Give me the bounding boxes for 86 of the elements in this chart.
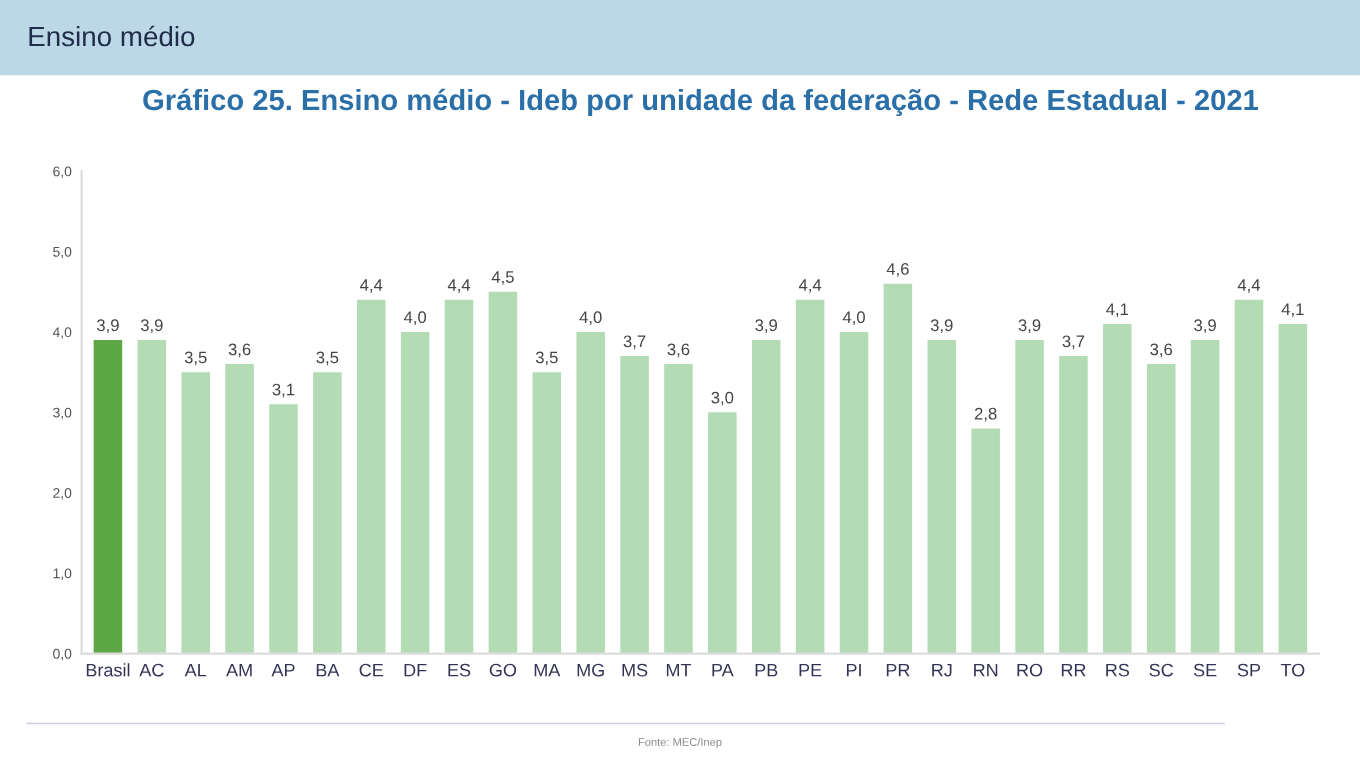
data-label: 4,4 bbox=[1237, 279, 1261, 293]
bar bbox=[356, 299, 386, 654]
data-label: 4,1 bbox=[1281, 303, 1304, 318]
data-label: 4,4 bbox=[447, 279, 471, 293]
bar bbox=[1015, 339, 1044, 654]
bar bbox=[795, 299, 825, 654]
bar bbox=[444, 299, 474, 654]
bar bbox=[751, 339, 781, 654]
x-tick-label: MG bbox=[577, 663, 604, 677]
x-tick-label: AP bbox=[271, 663, 295, 677]
bar bbox=[1146, 364, 1176, 654]
x-tick-label: RS bbox=[1106, 663, 1130, 677]
bar bbox=[137, 339, 167, 654]
bar bbox=[313, 372, 342, 654]
data-label: 3,7 bbox=[1062, 335, 1085, 350]
data-label: 3,9 bbox=[1018, 319, 1041, 334]
x-tick-label: PI bbox=[846, 663, 861, 677]
bar bbox=[839, 331, 869, 654]
x-tick-label: PR bbox=[886, 663, 910, 677]
text: Ensino médio bbox=[29, 25, 195, 47]
x-tick-label: RJ bbox=[932, 663, 952, 677]
bar bbox=[225, 364, 254, 654]
data-label: 4,1 bbox=[1106, 303, 1129, 318]
data-label: 3,0 bbox=[711, 391, 734, 406]
data-label: 4,5 bbox=[491, 271, 514, 285]
x-tick-label: MS bbox=[622, 663, 648, 677]
x-tick-label: MT bbox=[666, 663, 692, 677]
data-label: 3,9 bbox=[140, 319, 163, 334]
bar bbox=[269, 404, 298, 654]
x-tick-label: Brasil bbox=[86, 663, 130, 677]
bar bbox=[532, 372, 562, 654]
x-tick-label: MA bbox=[534, 663, 561, 677]
x-tick-label: PA bbox=[712, 663, 734, 677]
x-tick-label: AL bbox=[184, 663, 207, 677]
data-label: 3,6 bbox=[667, 343, 690, 358]
bar bbox=[93, 339, 123, 654]
x-tick-label: SE bbox=[1193, 663, 1217, 677]
data-label: 4,6 bbox=[886, 263, 909, 277]
data-label: 2,8 bbox=[974, 407, 997, 422]
bar bbox=[400, 331, 430, 654]
bar bbox=[883, 283, 913, 654]
data-label: 4,0 bbox=[579, 311, 602, 326]
data-label: 3,9 bbox=[755, 319, 778, 334]
x-tick-label: GO bbox=[489, 663, 517, 677]
data-label: 4,4 bbox=[360, 279, 383, 293]
x-tick-label: DF bbox=[404, 663, 427, 677]
x-tick-label: PB bbox=[755, 663, 778, 677]
x-tick-label: AM bbox=[226, 663, 252, 677]
bar bbox=[576, 331, 605, 654]
bar bbox=[620, 356, 649, 654]
x-tick-label: PE bbox=[799, 663, 822, 677]
x-tick-label: ES bbox=[448, 663, 471, 677]
bar bbox=[488, 291, 518, 654]
bar bbox=[708, 412, 737, 654]
data-label: 3,5 bbox=[316, 351, 339, 366]
bar bbox=[1234, 299, 1264, 654]
data-label: 3,1 bbox=[272, 383, 295, 398]
chart-title: Gráfico 25. Ensino médio - Ideb por unidade da federação - Rede Estadual - 2021 bbox=[143, 88, 1258, 117]
data-label: 3,5 bbox=[184, 351, 207, 366]
bar bbox=[971, 428, 1000, 654]
data-label: 3,9 bbox=[930, 319, 953, 334]
data-label: 4,0 bbox=[842, 311, 865, 326]
x-tick-label: SP bbox=[1237, 663, 1261, 677]
data-label: 3,5 bbox=[535, 351, 558, 366]
x-tick-label: SC bbox=[1149, 663, 1174, 677]
bar bbox=[927, 339, 957, 654]
bar bbox=[1278, 323, 1308, 654]
bar bbox=[664, 364, 693, 654]
data-label: 3,6 bbox=[1150, 343, 1173, 358]
data-label: 3,6 bbox=[228, 343, 251, 358]
x-tick-label: RO bbox=[1017, 663, 1043, 677]
bar bbox=[1103, 323, 1132, 654]
x-tick-label: BA bbox=[316, 663, 340, 677]
x-tick-label: RR bbox=[1061, 663, 1086, 677]
data-label: 4,4 bbox=[798, 279, 822, 293]
x-tick-label: CE bbox=[359, 663, 384, 677]
data-label: 3,9 bbox=[96, 319, 119, 334]
data-label: 3,9 bbox=[1194, 319, 1216, 334]
x-tick-label: RN bbox=[974, 663, 998, 677]
data-label: 4,0 bbox=[403, 311, 427, 326]
bar bbox=[1059, 356, 1088, 654]
data-label: 3,7 bbox=[623, 335, 646, 350]
x-tick-label: TO bbox=[1280, 663, 1305, 677]
x-tick-label: AC bbox=[139, 663, 164, 677]
bar bbox=[1190, 339, 1220, 654]
bar bbox=[181, 372, 210, 654]
